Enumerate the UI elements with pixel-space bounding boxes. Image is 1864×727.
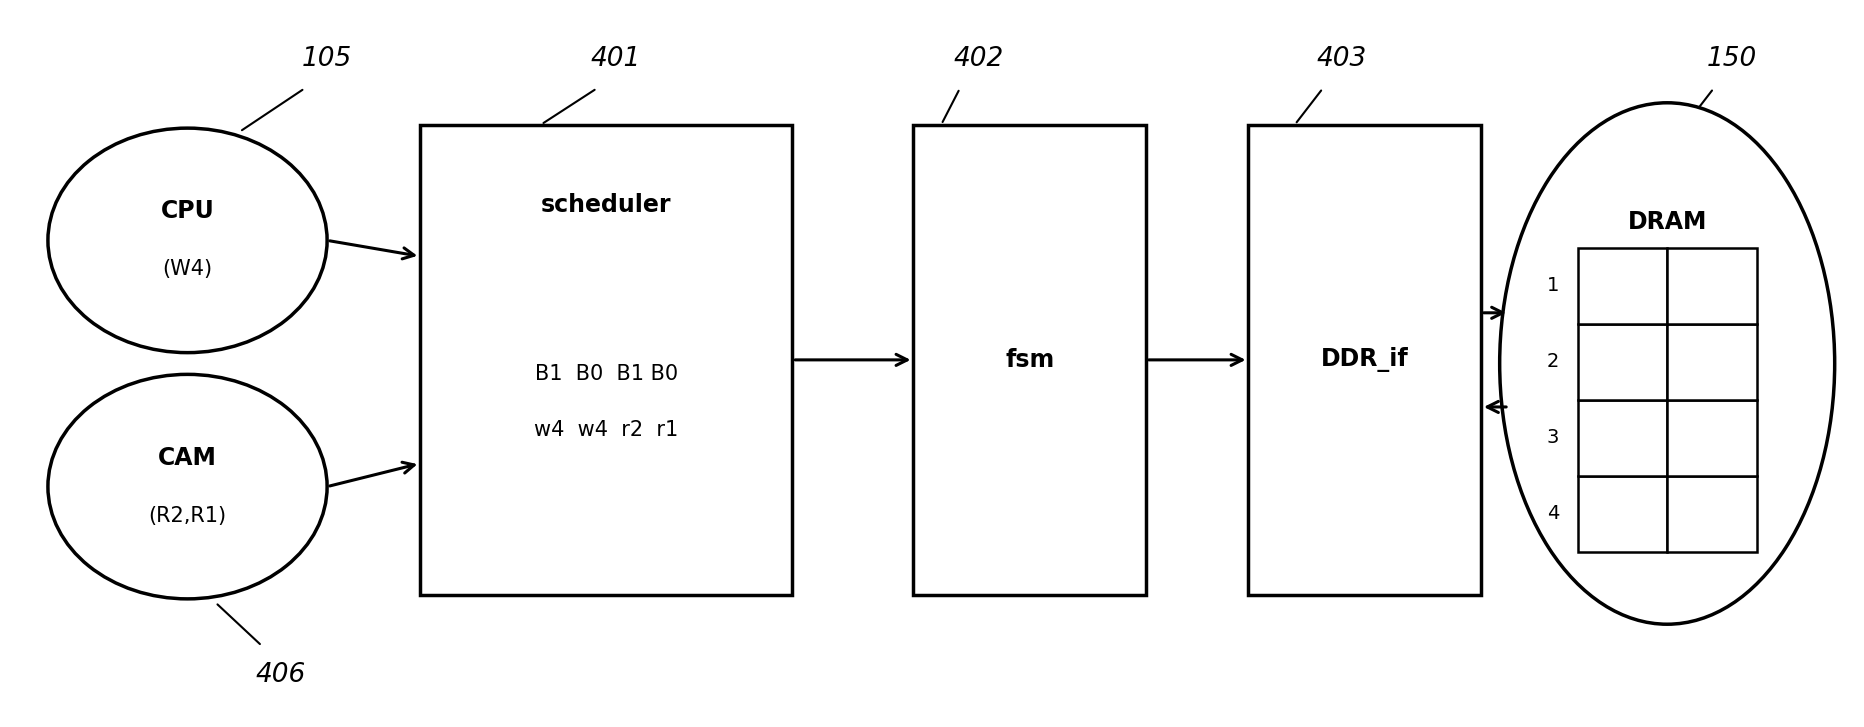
Text: 401: 401 (591, 47, 641, 72)
Text: 3: 3 (1547, 428, 1558, 447)
Text: 402: 402 (953, 47, 1003, 72)
Bar (913, 124, 1146, 595)
Text: 4: 4 (1547, 505, 1558, 523)
Bar (1577, 400, 1666, 475)
Bar (1666, 324, 1756, 400)
Bar (1577, 475, 1666, 552)
Text: CAM: CAM (158, 446, 216, 470)
Bar (1666, 400, 1756, 475)
Text: 1: 1 (1547, 276, 1558, 295)
Bar (1577, 248, 1666, 324)
Text: DDR_if: DDR_if (1322, 348, 1409, 372)
Text: 105: 105 (302, 47, 352, 72)
Text: (R2,R1): (R2,R1) (149, 505, 227, 526)
Bar (1666, 248, 1756, 324)
Text: B0  B1: B0 B1 (1633, 260, 1702, 279)
Text: DRAM: DRAM (1627, 210, 1707, 234)
Text: B1  B0  B1 B0: B1 B0 B1 B0 (535, 364, 678, 384)
Text: 406: 406 (255, 662, 306, 688)
Text: (W4): (W4) (162, 260, 212, 279)
Ellipse shape (1501, 103, 1834, 624)
Text: fsm: fsm (1005, 348, 1055, 372)
Text: 150: 150 (1707, 47, 1758, 72)
Text: CPU: CPU (160, 199, 214, 223)
Bar (419, 124, 792, 595)
Bar (1249, 124, 1482, 595)
Text: scheduler: scheduler (541, 193, 671, 217)
Bar (1666, 475, 1756, 552)
Text: 403: 403 (1316, 47, 1366, 72)
Text: 2: 2 (1547, 352, 1558, 371)
Bar (1577, 324, 1666, 400)
Text: w4  w4  r2  r1: w4 w4 r2 r1 (535, 420, 678, 441)
